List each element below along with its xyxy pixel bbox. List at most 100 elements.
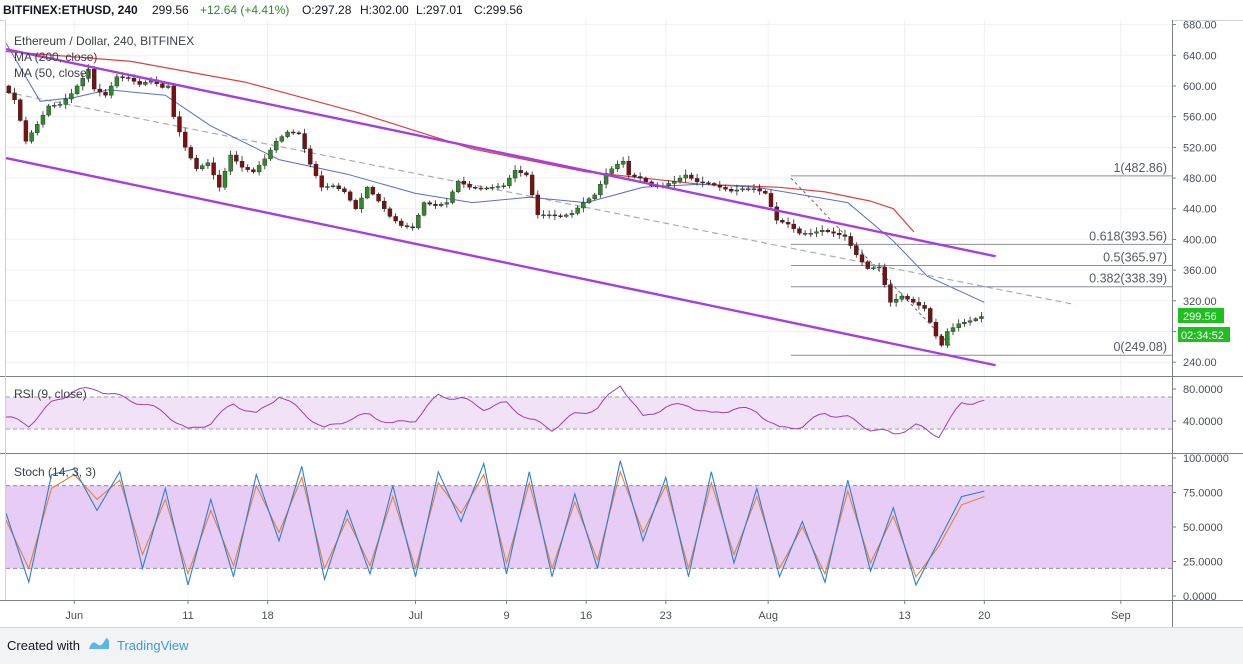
candle-body: [410, 226, 415, 229]
candle-body: [370, 187, 376, 195]
high-label: H:302.00: [360, 3, 409, 17]
time-tick-label: 9: [503, 610, 509, 622]
candle-body: [217, 174, 222, 188]
candle-body: [416, 215, 421, 229]
candle-body: [501, 185, 506, 187]
chart-canvas[interactable]: 1(482.86) 0.618(393.56) 0.5(365.97) 0.382(3…: [0, 0, 1243, 627]
candle-body: [74, 85, 80, 94]
candle-body: [956, 323, 961, 328]
candle-body: [569, 213, 575, 216]
time-tick-label: 11: [182, 610, 193, 622]
candle-body: [859, 254, 865, 262]
candle-body: [245, 167, 250, 170]
candle-body: [541, 214, 546, 217]
candle-body: [848, 236, 853, 246]
candle-body: [973, 318, 978, 321]
candle-body: [945, 331, 950, 346]
time-tick-label: Jul: [408, 610, 422, 622]
candle-body: [694, 178, 700, 183]
candle-body: [911, 299, 916, 303]
candle-body: [330, 185, 336, 187]
candle-body: [666, 183, 671, 186]
candle-body: [899, 296, 905, 300]
fib-level-label: 0.618(393.56): [1089, 229, 1167, 243]
candle-body: [620, 160, 626, 165]
rsi-legend: RSI (9, close): [14, 387, 87, 401]
time-tick-label: 20: [978, 610, 990, 622]
stoch-tick-label: 25.0000: [1183, 557, 1223, 569]
time-tick-label: 23: [660, 610, 672, 622]
candle-body: [40, 114, 46, 125]
candle-body: [643, 177, 649, 183]
candle-body: [80, 78, 85, 87]
candle-body: [205, 162, 211, 166]
candle-body: [814, 231, 819, 234]
candle-body: [808, 233, 814, 235]
candle-body: [12, 92, 17, 100]
candle-body: [273, 141, 279, 151]
candle-body: [507, 177, 512, 186]
ma50-legend: MA (50, close): [14, 66, 91, 80]
candle-body: [603, 173, 609, 185]
candle-body: [512, 170, 518, 179]
fib-level-label: 1(482.86): [1113, 161, 1167, 175]
candle-body: [342, 188, 347, 193]
candle-body: [831, 231, 836, 234]
candle-body: [308, 148, 313, 165]
candle-body: [626, 160, 632, 176]
candle-body: [319, 175, 324, 188]
candle-body: [967, 320, 973, 323]
candle-body: [473, 187, 478, 189]
candle-body: [6, 85, 12, 94]
candle-body: [313, 164, 319, 176]
candle-body: [182, 131, 188, 148]
change-label: +12.64 (+4.41%): [200, 3, 290, 17]
stoch-legend: Stoch (14, 3, 3): [14, 465, 96, 479]
candle-body: [928, 308, 933, 323]
price-tick-label: 320.00: [1183, 296, 1217, 308]
tradingview-brand-link[interactable]: TradingView: [117, 638, 189, 653]
candle-body: [86, 68, 91, 79]
candle-body: [916, 302, 922, 306]
candle-body: [256, 165, 262, 173]
candle-body: [194, 157, 199, 170]
candle-body: [364, 187, 370, 199]
candle-body: [427, 202, 432, 205]
symbol-label: BITFINEX:ETHUSD, 240: [3, 3, 138, 17]
price-tick-label: 240.00: [1183, 357, 1217, 369]
candle-body: [825, 230, 831, 232]
candle-body: [376, 193, 381, 202]
candle-body: [592, 194, 597, 199]
candle-body: [188, 147, 194, 159]
candle-body: [529, 174, 535, 196]
ma200-line: [5, 50, 915, 233]
candle-body: [791, 223, 796, 229]
candle-body: [552, 214, 558, 217]
candle-body: [177, 116, 182, 133]
channel-upper-line: [5, 47, 996, 258]
tradingview-logo-icon: [88, 637, 110, 651]
price-tick-label: 440.00: [1183, 204, 1217, 216]
close-label: C:299.56: [474, 3, 523, 17]
stoch-tick-label: 50.0000: [1183, 522, 1223, 534]
last-price-label: 299.56: [152, 3, 189, 17]
candle-body: [751, 188, 757, 190]
candle-body: [598, 183, 603, 196]
candle-body: [353, 200, 358, 209]
last-price-tag-text: 299.56: [1183, 311, 1217, 323]
ma50-line: [5, 42, 985, 303]
candle-body: [114, 76, 120, 87]
candle-body: [700, 181, 705, 184]
candle-body: [876, 266, 882, 269]
candle-body: [546, 214, 552, 217]
candle-body: [734, 189, 740, 192]
candle-body: [757, 188, 762, 192]
candle-body: [842, 234, 848, 237]
fib-level-label: 0.5(365.97): [1103, 251, 1167, 265]
candle-body: [387, 208, 393, 217]
stoch-tick-label: 75.0000: [1183, 488, 1223, 500]
candle-body: [137, 81, 142, 85]
open-label: O:297.28: [302, 3, 352, 17]
candle-body: [632, 174, 637, 177]
